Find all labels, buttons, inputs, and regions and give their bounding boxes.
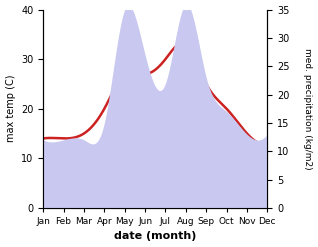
X-axis label: date (month): date (month) bbox=[114, 231, 197, 242]
Y-axis label: med. precipitation (kg/m2): med. precipitation (kg/m2) bbox=[303, 48, 313, 169]
Y-axis label: max temp (C): max temp (C) bbox=[5, 75, 16, 143]
